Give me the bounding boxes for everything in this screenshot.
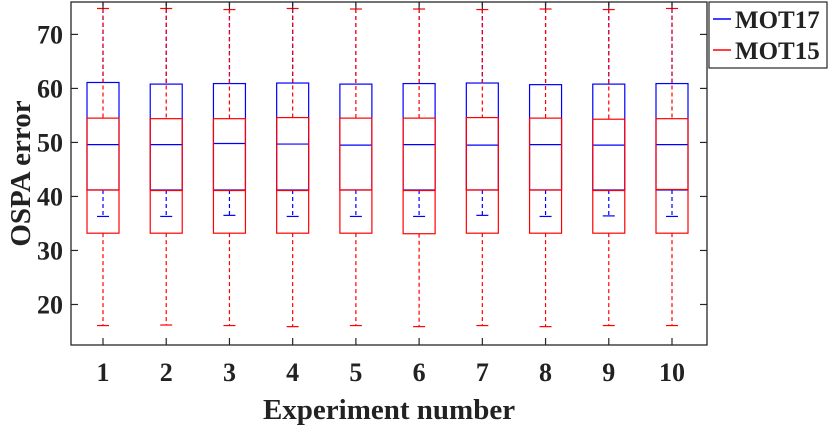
x-tick-label: 10 [659,358,685,387]
legend-label: MOT17 [735,7,820,34]
x-tick-label: 6 [413,358,426,387]
box-rect [339,117,373,234]
plot-marks [86,2,689,328]
x-tick-label: 5 [349,358,362,387]
legend-label: MOT15 [735,38,820,65]
box-rect [592,83,626,191]
box-mot15-6 [402,8,436,328]
legend-item-mot17: MOT17 [713,7,820,34]
box-rect [402,117,436,235]
y-tick-label: 70 [37,20,63,49]
legend-item-mot15: MOT15 [713,38,820,65]
y-axis-label: OSPA error [5,100,37,246]
box-rect [86,117,120,234]
box-mot15-10 [655,7,689,327]
x-tick-label: 7 [476,358,489,387]
box-mot15-4 [276,7,310,328]
x-axis-label: Experiment number [263,394,515,426]
box-rect [528,117,563,234]
box-mot15-3 [212,8,247,327]
x-tick-label: 1 [97,358,110,387]
x-tick-label: 2 [160,358,173,387]
box-mot15-2 [149,7,183,326]
box-rect [655,118,689,234]
series-mot17 [86,2,689,218]
box-rect [212,118,247,234]
y-tick-label: 20 [37,290,63,319]
box-rect [276,116,310,234]
box-rect [339,83,373,191]
box-rect [276,82,310,191]
legend: MOT17 MOT15 [708,1,828,69]
x-tick-label: 4 [286,358,299,387]
box-mot15-8 [528,8,563,328]
x-tick-label: 8 [539,358,552,387]
x-tick-label: 9 [602,358,615,387]
axis-ticks: 20 30 40 50 60 70 1 2 3 4 5 6 7 8 9 10 [37,2,707,387]
y-tick-label: 30 [37,236,63,265]
box-rect [212,82,247,191]
box-rect [86,81,120,191]
box-mot15-7 [465,8,499,327]
legend-box [708,1,828,69]
box-rect [402,82,436,191]
y-tick-label: 40 [37,182,63,211]
box-rect [465,116,499,234]
box-rect [149,118,183,234]
y-tick-label: 60 [37,74,63,103]
box-mot15-5 [339,8,373,327]
box-mot15-1 [86,7,120,327]
axes-frame [70,1,708,346]
box-mot15-9 [592,8,626,327]
box-rect [465,82,499,191]
x-tick-label: 3 [223,358,236,387]
y-tick-label: 50 [37,128,63,157]
box-rect [592,118,626,234]
series-mot15 [86,7,689,328]
